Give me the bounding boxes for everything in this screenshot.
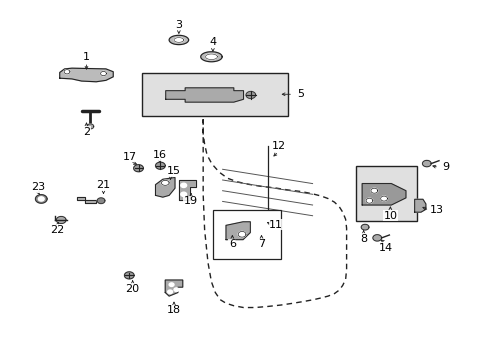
Polygon shape xyxy=(97,198,105,203)
Polygon shape xyxy=(245,91,255,99)
Text: 1: 1 xyxy=(83,52,90,62)
Text: 5: 5 xyxy=(296,89,304,99)
Polygon shape xyxy=(36,195,47,203)
Polygon shape xyxy=(77,197,96,203)
Bar xyxy=(142,73,287,116)
Polygon shape xyxy=(422,160,430,167)
Polygon shape xyxy=(414,199,425,212)
Text: 3: 3 xyxy=(175,19,182,30)
Text: 13: 13 xyxy=(428,205,443,215)
Polygon shape xyxy=(181,183,186,188)
Text: 7: 7 xyxy=(258,239,264,249)
Polygon shape xyxy=(38,197,44,201)
Polygon shape xyxy=(87,124,94,129)
Text: 8: 8 xyxy=(359,234,366,244)
Polygon shape xyxy=(362,184,405,205)
Text: 4: 4 xyxy=(209,37,216,48)
Polygon shape xyxy=(225,222,250,240)
Text: 2: 2 xyxy=(83,127,90,137)
Text: 16: 16 xyxy=(152,150,166,160)
Polygon shape xyxy=(366,198,372,203)
Text: 6: 6 xyxy=(228,239,235,249)
Polygon shape xyxy=(174,288,179,292)
Text: 9: 9 xyxy=(442,162,449,172)
Polygon shape xyxy=(238,231,245,237)
Text: 22: 22 xyxy=(50,225,64,235)
Polygon shape xyxy=(380,196,386,201)
Text: 19: 19 xyxy=(183,197,198,206)
Polygon shape xyxy=(169,283,174,287)
Polygon shape xyxy=(201,52,222,62)
Text: 11: 11 xyxy=(268,220,283,230)
Polygon shape xyxy=(124,272,134,279)
Text: 12: 12 xyxy=(271,141,285,151)
Polygon shape xyxy=(133,165,143,172)
Polygon shape xyxy=(181,192,186,197)
Polygon shape xyxy=(179,180,196,200)
Polygon shape xyxy=(169,35,188,45)
Text: 18: 18 xyxy=(166,305,181,315)
Text: 14: 14 xyxy=(378,243,392,253)
Polygon shape xyxy=(174,38,183,42)
Polygon shape xyxy=(101,71,106,76)
Polygon shape xyxy=(205,54,217,59)
Text: 23: 23 xyxy=(31,182,45,192)
Polygon shape xyxy=(64,69,70,74)
Polygon shape xyxy=(155,177,175,197)
Bar xyxy=(356,166,416,221)
Polygon shape xyxy=(60,68,113,82)
Text: 10: 10 xyxy=(383,211,397,221)
Polygon shape xyxy=(56,216,66,224)
Polygon shape xyxy=(165,88,243,102)
Polygon shape xyxy=(167,290,172,294)
Polygon shape xyxy=(370,188,377,193)
Polygon shape xyxy=(161,180,169,185)
Polygon shape xyxy=(372,235,381,241)
Polygon shape xyxy=(165,280,183,296)
Polygon shape xyxy=(361,224,368,230)
Text: 17: 17 xyxy=(123,152,137,162)
Text: 21: 21 xyxy=(96,180,110,190)
Bar xyxy=(212,210,281,258)
Text: 20: 20 xyxy=(125,284,140,294)
Text: 15: 15 xyxy=(167,166,181,176)
Polygon shape xyxy=(155,162,165,169)
